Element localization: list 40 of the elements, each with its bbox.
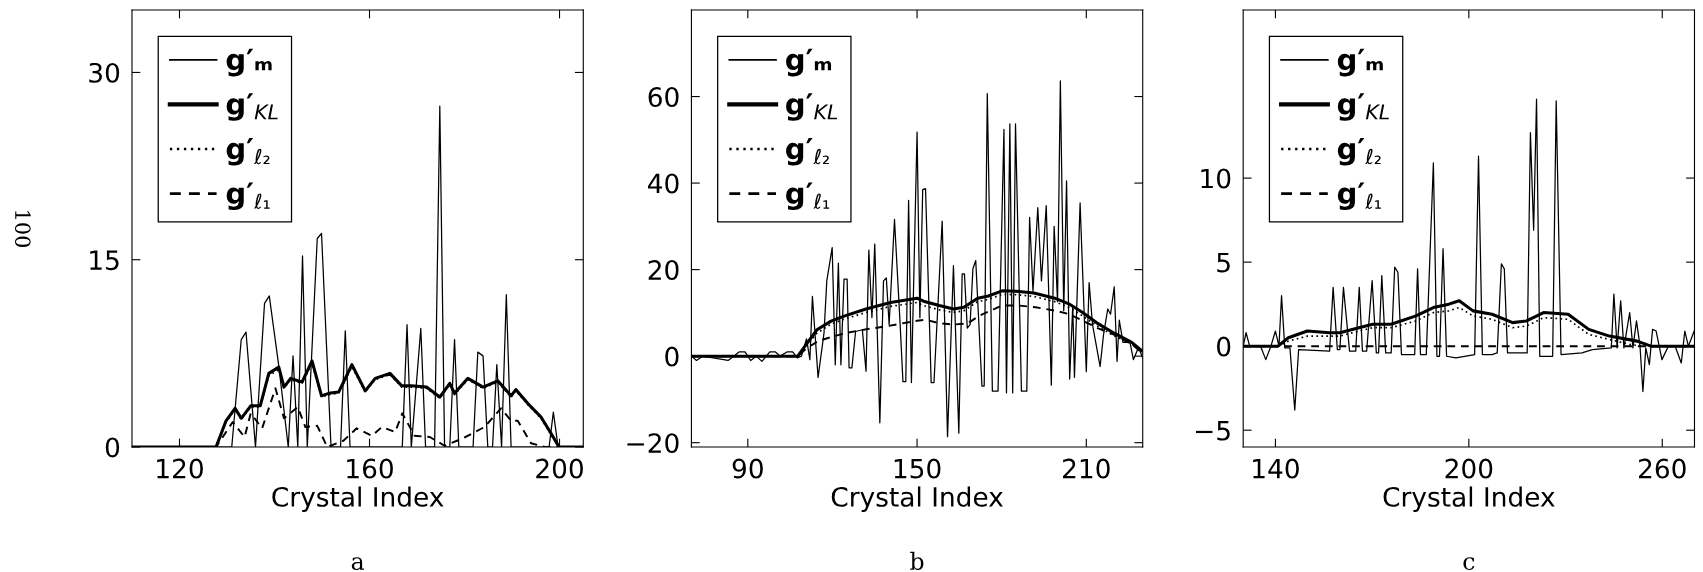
y-tick-label: 40 [648,173,679,194]
x-tick-label: 150 [894,458,941,479]
legend-label: g′$_{KL}$ [786,93,838,121]
x-axis-title: Crystal Index [272,486,444,512]
y-tick-label: −5 [1195,421,1230,441]
legend-label: g′$_{ℓ₂}$ [226,137,270,166]
x-tick-label: 260 [1639,458,1686,479]
y-axis-title: 100 [14,211,31,248]
legend-label: g′ₘ [786,48,832,77]
legend-label: g′$_{ℓ₂}$ [786,137,829,166]
y-tick-label: 15 [90,250,119,271]
y-tick-label: 10 [1201,168,1231,189]
legend-label: g′$_{KL}$ [226,93,278,121]
legend-label: g′$_{KL}$ [1337,93,1389,121]
y-tick-label: 0 [1217,336,1231,357]
x-tick-label: 200 [1445,458,1493,479]
y-tick-label: 5 [1217,252,1230,273]
y-tick-label: 0 [105,437,120,458]
legend-label: g′$_{ℓ₁}$ [786,182,830,211]
legend-label: g′$_{ℓ₁}$ [226,182,270,211]
x-tick-label: 140 [1253,458,1299,479]
x-tick-label: 90 [732,458,763,479]
x-axis-title: Crystal Index [1383,486,1555,512]
x-axis-title: Crystal Index [831,486,1003,512]
y-tick-label: 60 [648,86,679,107]
y-tick-label: 30 [89,62,120,83]
y-tick-label: −20 [627,433,679,454]
legend-label: g′ₘ [1337,48,1383,77]
x-tick-label: 210 [1063,458,1110,479]
text: b [910,551,924,571]
text: a [351,557,364,571]
legend-label: g′ₘ [226,48,272,77]
y-tick-label: 0 [665,346,679,367]
legend-label: g′$_{ℓ₂}$ [1337,137,1381,166]
x-tick-label: 160 [347,458,393,479]
x-tick-label: 120 [157,458,203,479]
text: c [1463,557,1475,571]
x-tick-label: 200 [536,458,583,479]
legend-label: g′$_{ℓ₁}$ [1337,182,1381,211]
y-tick-label: 20 [648,260,679,281]
